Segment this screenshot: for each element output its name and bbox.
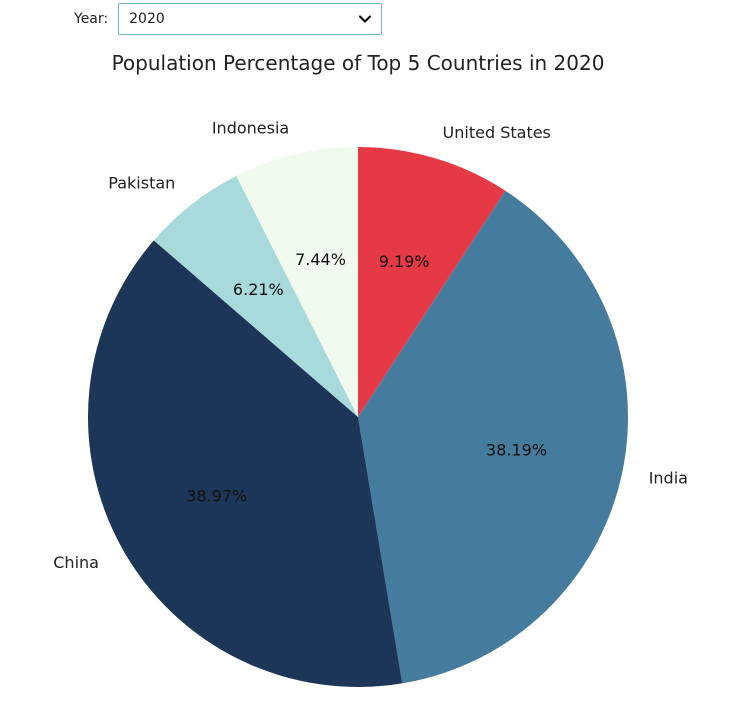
year-label: Year:: [74, 11, 109, 27]
pie-chart: Population Percentage of Top 5 Countries…: [53, 51, 688, 688]
year-control: Year: 2020: [74, 2, 383, 36]
pie-slice-india: [358, 190, 628, 684]
slice-percent-united-states: 9.19%: [379, 252, 430, 271]
chevron-down-icon: [359, 15, 372, 23]
slice-percent-china: 38.97%: [186, 487, 247, 506]
slice-label-pakistan: Pakistan: [108, 173, 175, 192]
year-select[interactable]: 2020: [118, 3, 383, 35]
pie-slice-pakistan: [153, 175, 358, 417]
year-select-value: 2020: [129, 11, 165, 27]
chart-title: Population Percentage of Top 5 Countries…: [112, 51, 605, 75]
pie-labels: United States 9.19% India 38.19% China 38.97%…: [53, 119, 688, 572]
slice-label-indonesia: Indonesia: [212, 119, 289, 138]
slice-percent-indonesia: 7.44%: [295, 250, 346, 269]
slice-label-india: India: [649, 468, 688, 487]
pie-slice-indonesia: [236, 147, 358, 417]
slice-percent-india: 38.19%: [486, 441, 547, 460]
slice-label-united-states: United States: [443, 123, 551, 142]
slice-percent-pakistan: 6.21%: [233, 280, 284, 299]
pie-slice-united-states: [358, 147, 506, 417]
pie-slice-china: [87, 240, 403, 688]
slice-label-china: China: [53, 553, 99, 572]
pie-slices: [87, 147, 628, 688]
